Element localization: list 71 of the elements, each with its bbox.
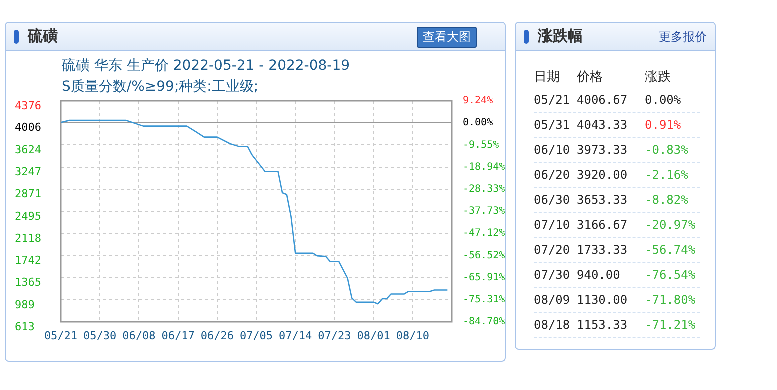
- text: 07/30: [534, 268, 570, 282]
- y-tick-label: 4006: [15, 121, 42, 134]
- text: -8.82%: [645, 193, 688, 207]
- chart-subtitle: S质量分数/%≥99;种类:工业级;: [62, 78, 259, 96]
- y-tick-label: 2871: [15, 188, 42, 201]
- text: 3920.00: [577, 168, 628, 182]
- y2-tick-label: -37.73%: [463, 206, 506, 218]
- x-tick-label: 07/05: [240, 329, 274, 342]
- text: 涨跌: [645, 69, 671, 86]
- y2-tick-label: -65.91%: [463, 272, 506, 284]
- text: -71.21%: [645, 318, 696, 332]
- text: 价格: [577, 69, 603, 86]
- text: -2.16%: [645, 168, 688, 182]
- text: 08/09: [534, 293, 570, 307]
- text: -0.83%: [645, 143, 688, 157]
- text: 1130.00: [577, 293, 628, 307]
- text: 3973.33: [577, 143, 628, 157]
- x-tick-label: 07/23: [318, 329, 352, 342]
- text: 0.00%: [645, 93, 682, 107]
- y-tick-label: 613: [15, 320, 35, 334]
- y2-tick-label: -47.12%: [463, 228, 506, 240]
- text: 更多报价: [659, 29, 707, 46]
- text: 07/20: [534, 243, 570, 257]
- text: 3166.67: [577, 218, 628, 232]
- y-tick-label: 4376: [15, 99, 42, 112]
- text: 05/21: [534, 93, 570, 107]
- text: 4006.67: [577, 93, 628, 107]
- text: 06/30: [534, 193, 570, 207]
- y-tick-label: 3624: [15, 144, 42, 157]
- text: -71.80%: [645, 293, 696, 307]
- text: 05/31: [534, 118, 570, 132]
- y2-tick-label: -18.94%: [463, 162, 506, 173]
- x-tick-label: 05/21: [44, 329, 78, 342]
- text: 硫磺: [28, 27, 58, 46]
- y2-tick-label: -28.33%: [463, 184, 506, 195]
- y-tick-label: 2118: [15, 232, 42, 245]
- text: 涨跌幅: [538, 27, 583, 46]
- y2-tick-label: -56.52%: [463, 250, 506, 262]
- x-tick-label: 08/10: [396, 329, 430, 342]
- text: -20.97%: [645, 218, 696, 232]
- y-tick-label: 2495: [15, 210, 42, 223]
- y2-tick-label: 0.00%: [463, 117, 494, 128]
- y-tick-label: 989: [15, 298, 35, 312]
- text: 07/10: [534, 218, 570, 232]
- text: 3653.33: [577, 193, 628, 207]
- y2-tick-label: -84.70%: [463, 316, 506, 328]
- text: 查看大图: [417, 27, 477, 48]
- text: 06/20: [534, 168, 570, 182]
- y-tick-label: 1365: [15, 276, 42, 290]
- text: 06/10: [534, 143, 570, 157]
- chart-title: 硫磺 华东 生产价 2022-05-21 - 2022-08-19: [62, 57, 350, 75]
- x-tick-label: 06/17: [162, 329, 195, 342]
- x-tick-label: 06/08: [122, 329, 156, 342]
- y2-tick-label: -75.31%: [463, 294, 506, 306]
- text: 08/18: [534, 318, 570, 332]
- text: 0.91%: [645, 118, 682, 132]
- text: 4043.33: [577, 118, 628, 132]
- text: -56.74%: [645, 243, 696, 257]
- x-tick-label: 06/26: [200, 329, 234, 342]
- text: 940.00: [577, 268, 620, 282]
- text: 日期: [534, 69, 560, 86]
- y-tick-label: 3247: [15, 166, 42, 179]
- y-tick-label: 1742: [15, 254, 42, 268]
- text: 1733.33: [577, 243, 628, 257]
- text: 1153.33: [577, 318, 628, 332]
- x-tick-label: 05/30: [84, 329, 117, 342]
- y2-tick-label: -9.55%: [463, 140, 500, 151]
- text: -76.54%: [645, 268, 696, 282]
- x-tick-label: 07/14: [279, 329, 313, 342]
- x-tick-label: 08/01: [357, 329, 390, 342]
- y2-tick-label: 9.24%: [463, 96, 494, 107]
